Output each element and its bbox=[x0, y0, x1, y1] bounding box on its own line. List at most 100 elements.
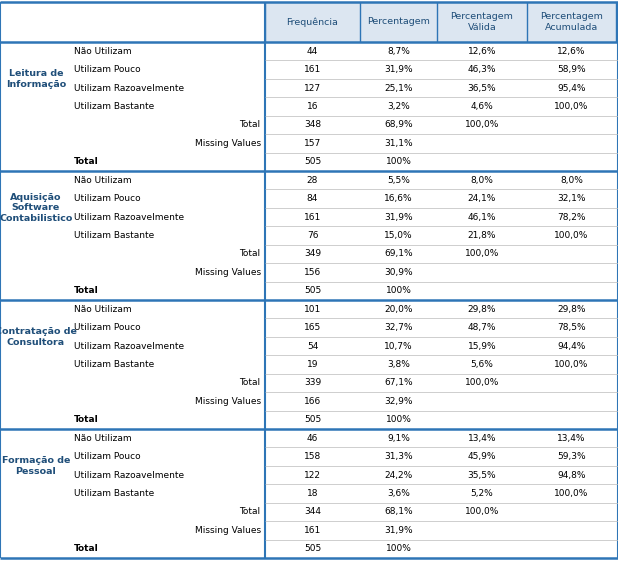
Text: 12,6%: 12,6% bbox=[557, 47, 586, 56]
Text: Utilizam Bastante: Utilizam Bastante bbox=[74, 360, 154, 369]
Text: 30,9%: 30,9% bbox=[384, 268, 413, 277]
Text: 31,9%: 31,9% bbox=[384, 526, 413, 535]
Text: 100,0%: 100,0% bbox=[554, 489, 589, 498]
Text: Leitura de
Informação: Leitura de Informação bbox=[6, 69, 66, 89]
Text: 29,8%: 29,8% bbox=[557, 305, 586, 314]
Text: 32,7%: 32,7% bbox=[384, 323, 413, 332]
Text: Frequência: Frequência bbox=[287, 17, 339, 27]
Text: Utilizam Razoavelmente: Utilizam Razoavelmente bbox=[74, 342, 184, 351]
Text: 24,1%: 24,1% bbox=[468, 194, 496, 203]
Text: Não Utilizam: Não Utilizam bbox=[74, 47, 132, 56]
Text: Total: Total bbox=[74, 286, 99, 295]
Text: 505: 505 bbox=[304, 544, 321, 553]
Text: 100%: 100% bbox=[386, 286, 412, 295]
Text: 3,8%: 3,8% bbox=[387, 360, 410, 369]
Text: 84: 84 bbox=[307, 194, 318, 203]
Text: Não Utilizam: Não Utilizam bbox=[74, 305, 132, 314]
Text: Utilizam Pouco: Utilizam Pouco bbox=[74, 452, 141, 461]
Text: Não Utilizam: Não Utilizam bbox=[74, 434, 132, 443]
Text: 505: 505 bbox=[304, 157, 321, 166]
Text: 5,5%: 5,5% bbox=[387, 176, 410, 185]
Text: Total: Total bbox=[74, 544, 99, 553]
Text: 161: 161 bbox=[304, 65, 321, 74]
Text: Percentagem
Válida: Percentagem Válida bbox=[451, 12, 514, 31]
Text: Utilizam Pouco: Utilizam Pouco bbox=[74, 323, 141, 332]
Text: 18: 18 bbox=[307, 489, 318, 498]
Text: 31,9%: 31,9% bbox=[384, 212, 413, 221]
Text: 94,8%: 94,8% bbox=[557, 470, 586, 479]
Text: 78,5%: 78,5% bbox=[557, 323, 586, 332]
Text: 13,4%: 13,4% bbox=[468, 434, 496, 443]
Text: 28: 28 bbox=[307, 176, 318, 185]
Text: 69,1%: 69,1% bbox=[384, 250, 413, 259]
Text: 100%: 100% bbox=[386, 544, 412, 553]
Text: 10,7%: 10,7% bbox=[384, 342, 413, 351]
Text: 122: 122 bbox=[304, 470, 321, 479]
Text: 35,5%: 35,5% bbox=[468, 470, 496, 479]
Text: 45,9%: 45,9% bbox=[468, 452, 496, 461]
Text: Utilizam Bastante: Utilizam Bastante bbox=[74, 489, 154, 498]
Text: 31,3%: 31,3% bbox=[384, 452, 413, 461]
Text: Utilizam Pouco: Utilizam Pouco bbox=[74, 65, 141, 74]
Text: 100,0%: 100,0% bbox=[554, 102, 589, 111]
Text: 161: 161 bbox=[304, 212, 321, 221]
Text: 21,8%: 21,8% bbox=[468, 231, 496, 240]
Text: 54: 54 bbox=[307, 342, 318, 351]
Text: 24,2%: 24,2% bbox=[384, 470, 413, 479]
Text: 58,9%: 58,9% bbox=[557, 65, 586, 74]
Text: Utilizam Razoavelmente: Utilizam Razoavelmente bbox=[74, 212, 184, 221]
Text: 32,9%: 32,9% bbox=[384, 397, 413, 406]
Text: 348: 348 bbox=[304, 120, 321, 129]
Text: Percentagem
Acumulada: Percentagem Acumulada bbox=[540, 12, 603, 31]
Text: 31,9%: 31,9% bbox=[384, 65, 413, 74]
Text: Missing Values: Missing Values bbox=[195, 397, 261, 406]
Text: 67,1%: 67,1% bbox=[384, 378, 413, 387]
Text: 100%: 100% bbox=[386, 157, 412, 166]
Text: 8,0%: 8,0% bbox=[470, 176, 493, 185]
Text: 16,6%: 16,6% bbox=[384, 194, 413, 203]
Text: 101: 101 bbox=[304, 305, 321, 314]
Text: 100,0%: 100,0% bbox=[465, 507, 499, 516]
Text: 4,6%: 4,6% bbox=[471, 102, 493, 111]
Text: 36,5%: 36,5% bbox=[468, 84, 496, 93]
Text: Missing Values: Missing Values bbox=[195, 526, 261, 535]
Text: 59,3%: 59,3% bbox=[557, 452, 586, 461]
Bar bbox=[265, 2, 616, 42]
Text: 344: 344 bbox=[304, 507, 321, 516]
Text: 157: 157 bbox=[304, 139, 321, 148]
Text: 158: 158 bbox=[304, 452, 321, 461]
Text: Total: Total bbox=[240, 507, 261, 516]
Text: Missing Values: Missing Values bbox=[195, 268, 261, 277]
Text: 5,6%: 5,6% bbox=[470, 360, 493, 369]
Text: 46: 46 bbox=[307, 434, 318, 443]
Text: Total: Total bbox=[240, 250, 261, 259]
Text: 100,0%: 100,0% bbox=[465, 378, 499, 387]
Text: Total: Total bbox=[74, 415, 99, 424]
Text: 156: 156 bbox=[304, 268, 321, 277]
Text: Percentagem: Percentagem bbox=[367, 17, 430, 26]
Text: 48,7%: 48,7% bbox=[468, 323, 496, 332]
Text: 3,6%: 3,6% bbox=[387, 489, 410, 498]
Text: 8,7%: 8,7% bbox=[387, 47, 410, 56]
Text: 46,1%: 46,1% bbox=[468, 212, 496, 221]
Text: 9,1%: 9,1% bbox=[387, 434, 410, 443]
Text: 100,0%: 100,0% bbox=[554, 360, 589, 369]
Text: 68,9%: 68,9% bbox=[384, 120, 413, 129]
Text: Utilizam Bastante: Utilizam Bastante bbox=[74, 231, 154, 240]
Text: 25,1%: 25,1% bbox=[384, 84, 413, 93]
Text: 16: 16 bbox=[307, 102, 318, 111]
Text: 19: 19 bbox=[307, 360, 318, 369]
Text: 44: 44 bbox=[307, 47, 318, 56]
Text: Utilizam Razoavelmente: Utilizam Razoavelmente bbox=[74, 84, 184, 93]
Text: 29,8%: 29,8% bbox=[468, 305, 496, 314]
Text: 94,4%: 94,4% bbox=[557, 342, 586, 351]
Text: Missing Values: Missing Values bbox=[195, 139, 261, 148]
Text: 12,6%: 12,6% bbox=[468, 47, 496, 56]
Text: 505: 505 bbox=[304, 286, 321, 295]
Text: 3,2%: 3,2% bbox=[387, 102, 410, 111]
Text: 100,0%: 100,0% bbox=[465, 250, 499, 259]
Text: Utilizam Razoavelmente: Utilizam Razoavelmente bbox=[74, 470, 184, 479]
Text: 100,0%: 100,0% bbox=[554, 231, 589, 240]
Text: 78,2%: 78,2% bbox=[557, 212, 586, 221]
Text: 339: 339 bbox=[304, 378, 321, 387]
